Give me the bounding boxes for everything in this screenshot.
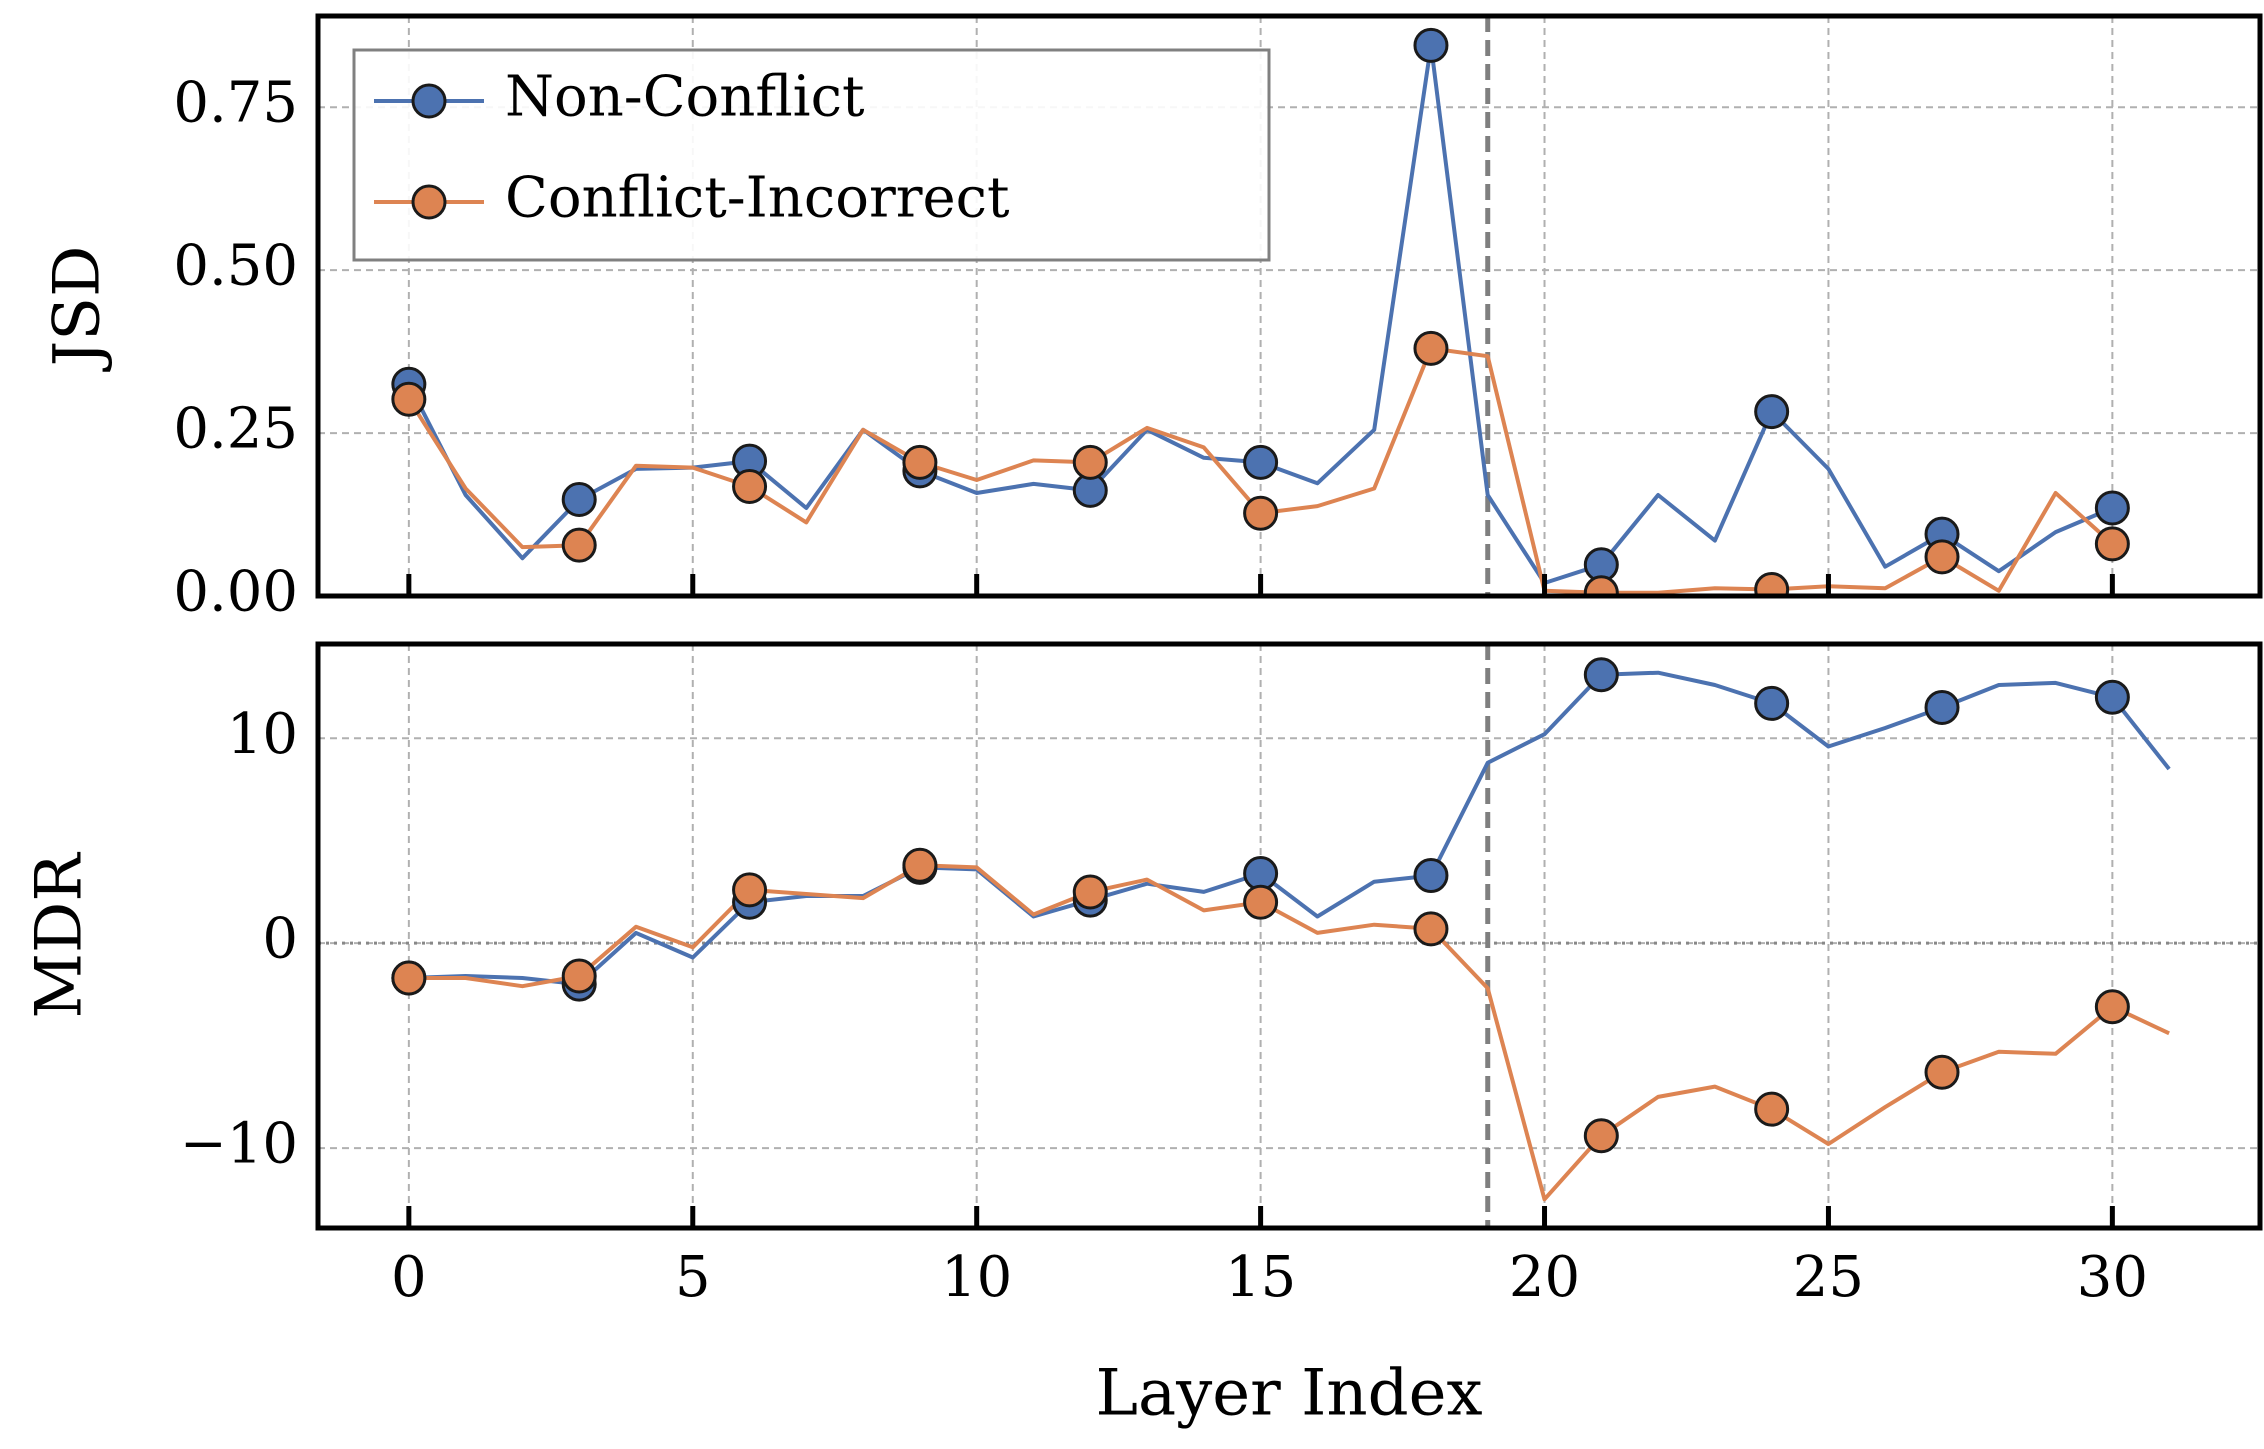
jsd-point-conflict-incorrect [1583,575,1619,596]
mdr-y-tick-label: 0 [262,907,298,972]
x-tick-label: 5 [675,1245,711,1310]
mdr-frame [315,641,2263,1231]
mdr-panel: 0 5 10 15 20 25 30 −10 0 10 MDR Layer Index [23,641,2263,1431]
jsd-point-conflict-incorrect [1754,571,1790,596]
mdr-line-non-conflict [408,670,2171,987]
mdr-y-axis-label: MDR [23,852,97,1019]
jsd-point-conflict-incorrect [391,381,427,417]
jsd-frame [315,13,2263,599]
mdr-point-non-conflict [1413,858,1449,894]
jsd-ticks: 0.00 0.25 0.50 0.75 [173,71,2115,625]
x-tick-label: 30 [2077,1245,2148,1310]
mdr-point-conflict-incorrect [1583,1118,1619,1154]
x-tick-label: 15 [1225,1245,1296,1310]
mdr-point-non-conflict [1924,690,1960,726]
jsd-point-conflict-incorrect [1924,539,1960,575]
x-tick-label: 10 [941,1245,1012,1310]
mdr-point-conflict-incorrect [1413,911,1449,947]
x-tick-label: 25 [1793,1245,1864,1310]
jsd-y-tick-label: 0.00 [173,560,298,625]
x-tick-label: 0 [391,1245,427,1310]
mdr-point-conflict-incorrect [1754,1091,1790,1127]
jsd-point-conflict-incorrect [1072,444,1108,480]
mdr-point-conflict-incorrect [902,847,938,883]
jsd-point-conflict-incorrect [732,469,768,505]
jsd-y-tick-label: 0.50 [173,234,298,299]
jsd-point-conflict-incorrect [2094,526,2130,562]
mdr-ticks: 0 5 10 15 20 25 30 −10 0 10 [180,702,2148,1310]
mdr-line-conflict-incorrect [408,863,2170,1202]
jsd-point-conflict-incorrect [1413,330,1449,366]
legend-entry-non-conflict: Non-Conflict [374,65,865,130]
mdr-y-tick-label: −10 [180,1112,298,1177]
legend-box [352,48,1271,262]
mdr-point-conflict-incorrect [732,872,768,908]
jsd-point-non-conflict [2094,490,2130,526]
legend-entry-conflict-incorrect: Conflict-Incorrect [374,166,1010,231]
jsd-point-non-conflict [1754,394,1790,430]
legend-label-conflict-incorrect: Conflict-Incorrect [505,166,1010,231]
mdr-point-non-conflict [1754,685,1790,721]
mdr-point-conflict-incorrect [1924,1054,1960,1090]
mdr-point-conflict-incorrect [1072,874,1108,910]
jsd-point-non-conflict [561,482,597,518]
jsd-point-conflict-incorrect [902,444,938,480]
x-tick-label: 20 [1509,1245,1580,1310]
mdr-point-conflict-incorrect [561,958,597,994]
jsd-y-axis-label: JSD [41,246,115,373]
legend-label-non-conflict: Non-Conflict [505,65,865,130]
mdr-y-tick-label: 10 [227,702,298,767]
jsd-panel: 0.00 0.25 0.50 0.75 JSD [41,13,2263,625]
jsd-point-non-conflict [1243,444,1279,480]
mdr-grid [318,644,2260,1228]
legend-marker-non-conflict [411,83,447,119]
mdr-point-conflict-incorrect [391,960,427,996]
mdr-point-non-conflict [2094,679,2130,715]
jsd-point-conflict-incorrect [561,527,597,563]
jsd-point-non-conflict [1413,27,1449,63]
x-axis-label: Layer Index [1095,1357,1482,1431]
mdr-point-non-conflict [1583,657,1619,693]
mdr-series [391,657,2171,1202]
jsd-point-conflict-incorrect [1243,495,1279,531]
legend: Non-Conflict Conflict-Incorrect [352,48,1271,262]
legend-marker-conflict-incorrect [411,184,447,220]
mdr-point-conflict-incorrect [2094,989,2130,1025]
mdr-point-conflict-incorrect [1243,884,1279,920]
jsd-y-tick-label: 0.75 [173,71,298,136]
jsd-y-tick-label: 0.25 [173,397,298,462]
